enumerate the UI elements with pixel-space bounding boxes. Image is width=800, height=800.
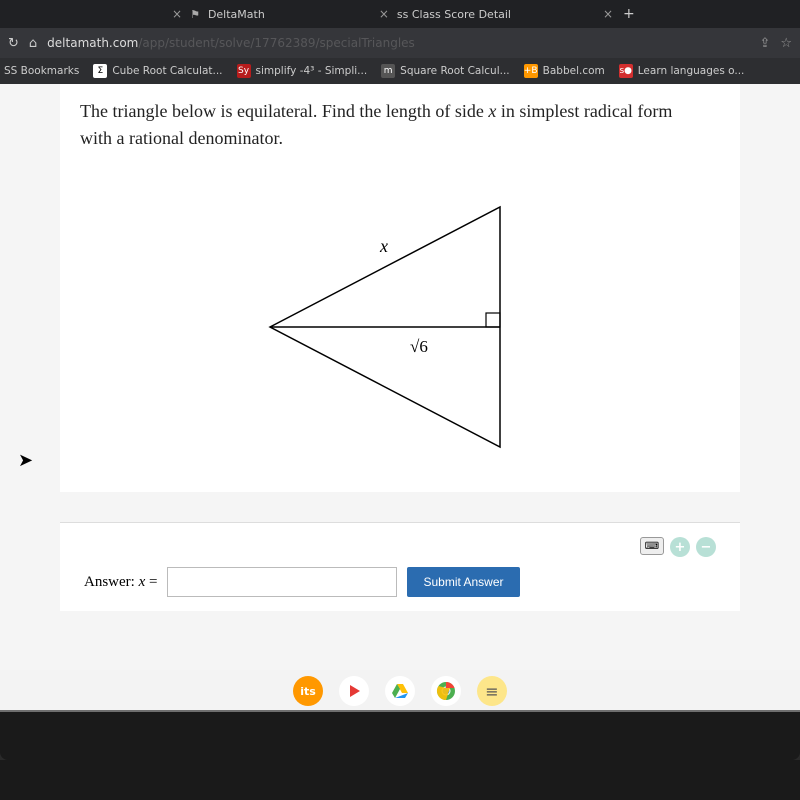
bookmark-simplify[interactable]: Sy simplify -4³ - Simpli... (237, 64, 368, 78)
bookmark-ss[interactable]: SS Bookmarks (4, 65, 79, 77)
bookmark-label: Babbel.com (543, 65, 605, 77)
bookmark-label: Learn languages o... (638, 65, 745, 77)
sy-icon: Sy (237, 64, 251, 78)
taskbar-app-its[interactable]: its (293, 676, 323, 706)
url-bar: ↻ ⌂ deltamath.com/app/student/solve/1776… (0, 28, 800, 58)
reload-icon[interactable]: ↻ (8, 36, 19, 51)
bookmark-sqrt[interactable]: m Square Root Calcul... (381, 64, 509, 78)
close-icon[interactable]: × (172, 7, 182, 21)
babbel-icon: +B (524, 64, 538, 78)
altitude-label: √6 (410, 337, 428, 356)
problem-text: The triangle below is equilateral. Find … (80, 98, 720, 152)
answer-panel: ⌨ + − Answer: x = Submit Answer (60, 522, 740, 611)
mouse-cursor-icon: ➤ (18, 450, 33, 471)
lang-icon: s● (619, 64, 633, 78)
taskbar-app-drive[interactable] (385, 676, 415, 706)
bookmark-babbel[interactable]: +B Babbel.com (524, 64, 605, 78)
page-content: The triangle below is equilateral. Find … (0, 84, 800, 710)
answer-input[interactable] (167, 567, 397, 597)
laptop-bezel (0, 760, 800, 800)
zoom-out-button[interactable]: − (696, 537, 716, 557)
taskbar-app-notes[interactable]: ≡ (477, 676, 507, 706)
url-text[interactable]: deltamath.com/app/student/solve/17762389… (47, 36, 415, 50)
star-icon[interactable]: ☆ (780, 36, 792, 51)
bookmark-learn-lang[interactable]: s● Learn languages o... (619, 64, 745, 78)
taskbar-app-play[interactable] (339, 676, 369, 706)
bookmark-label: SS Bookmarks (4, 65, 79, 77)
close-icon[interactable]: × (379, 7, 389, 21)
tab-label: ss Class Score Detail (397, 8, 511, 21)
browser-tabs: × ⚑ DeltaMath × ss Class Score Detail × … (0, 0, 800, 28)
os-taskbar: its ≡ (0, 670, 800, 712)
bookmark-label: simplify -4³ - Simpli... (256, 65, 368, 77)
right-angle-icon (486, 313, 500, 327)
home-icon[interactable]: ⌂ (29, 36, 37, 51)
side-x-label: x (379, 236, 388, 256)
triangle-diagram: x √6 (80, 182, 720, 472)
zoom-in-button[interactable]: + (670, 537, 690, 557)
tab-deltamath[interactable]: × ⚑ DeltaMath (160, 3, 277, 25)
tab-label: DeltaMath (208, 8, 265, 21)
keyboard-icon[interactable]: ⌨ (640, 537, 664, 555)
m-icon: m (381, 64, 395, 78)
share-icon[interactable]: ⇪ (759, 36, 770, 51)
bookmark-cube-root[interactable]: Σ Cube Root Calculat... (93, 64, 222, 78)
submit-button[interactable]: Submit Answer (407, 567, 519, 597)
taskbar-app-chrome[interactable] (431, 676, 461, 706)
bookmarks-bar: SS Bookmarks Σ Cube Root Calculat... Sy … (0, 58, 800, 84)
sigma-icon: Σ (93, 64, 107, 78)
pin-icon: ⚑ (190, 8, 200, 21)
problem-card: The triangle below is equilateral. Find … (60, 84, 740, 492)
bookmark-label: Square Root Calcul... (400, 65, 509, 77)
tab-class-score[interactable]: × ss Class Score Detail (367, 3, 523, 25)
answer-label: Answer: x = (84, 574, 157, 591)
new-tab-button[interactable]: + (623, 6, 635, 22)
close-icon[interactable]: × (603, 7, 613, 21)
bookmark-label: Cube Root Calculat... (112, 65, 222, 77)
